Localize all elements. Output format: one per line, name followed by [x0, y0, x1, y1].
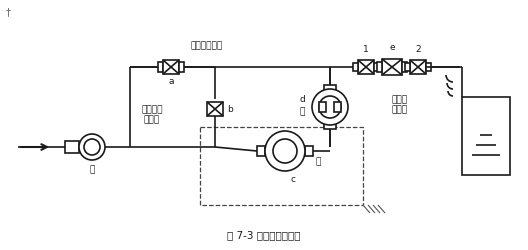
Bar [382, 60, 402, 76]
Bar [405, 64, 410, 72]
Bar [158, 63, 163, 73]
Circle shape [79, 134, 105, 160]
Bar [334, 102, 341, 113]
Bar [353, 64, 358, 72]
Bar [358, 61, 374, 75]
Text: a: a [168, 77, 174, 86]
Text: 好: 好 [315, 157, 320, 166]
Bar [207, 102, 223, 117]
Text: 液体可能
不充满: 液体可能 不充满 [142, 105, 163, 124]
Circle shape [319, 96, 341, 118]
Circle shape [265, 132, 305, 171]
Text: 好: 好 [299, 107, 305, 116]
Text: †: † [6, 7, 11, 17]
Text: e: e [389, 43, 395, 52]
Text: b: b [227, 105, 233, 114]
Bar [200, 128, 363, 205]
Bar [462, 98, 510, 175]
Text: 2: 2 [415, 45, 421, 54]
Circle shape [84, 140, 100, 156]
Bar [324, 86, 336, 93]
Bar [374, 64, 379, 72]
Bar [426, 64, 431, 72]
Bar [410, 61, 426, 75]
Text: d: d [299, 95, 305, 104]
Bar [377, 63, 382, 73]
Text: 1: 1 [363, 45, 369, 54]
Text: 液体没
有充满: 液体没 有充满 [392, 95, 408, 114]
Circle shape [312, 90, 348, 126]
Text: 容易积聚空气: 容易积聚空气 [190, 41, 222, 50]
Bar [402, 63, 407, 73]
Bar [319, 102, 326, 113]
Bar [324, 122, 336, 130]
Bar [305, 146, 313, 156]
Bar [257, 146, 265, 156]
Circle shape [273, 140, 297, 163]
Bar [65, 142, 79, 154]
Text: 泵: 泵 [89, 165, 95, 174]
Text: c: c [290, 175, 296, 184]
Bar [179, 63, 184, 73]
Text: 图 7-3 传感器安装位置: 图 7-3 传感器安装位置 [227, 229, 301, 239]
Bar [163, 61, 179, 75]
